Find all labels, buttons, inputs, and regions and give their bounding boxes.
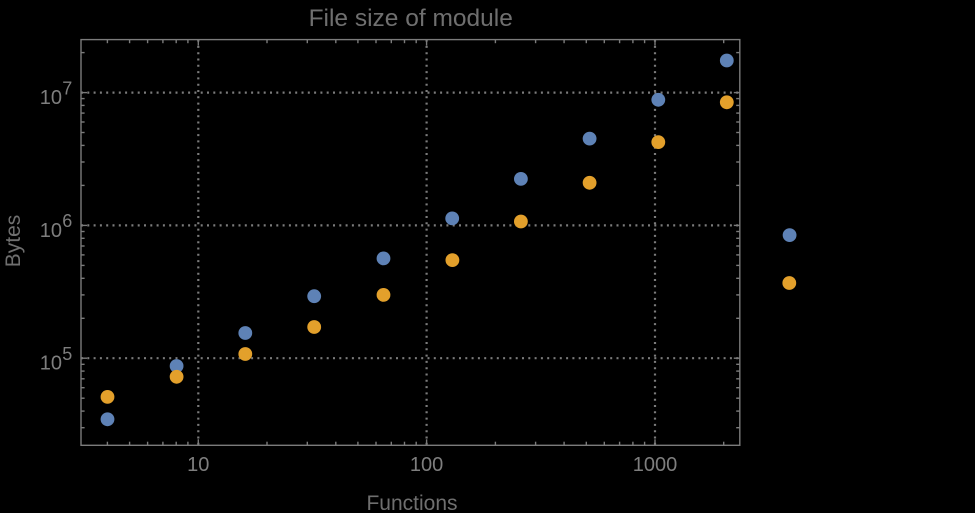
svg-text:7: 7 bbox=[62, 78, 72, 98]
svg-text:6: 6 bbox=[62, 211, 72, 231]
svg-text:10: 10 bbox=[40, 220, 62, 242]
svg-text:100: 100 bbox=[410, 454, 443, 476]
svg-text:Bytes: Bytes bbox=[2, 215, 25, 268]
svg-text:File size of module: File size of module bbox=[309, 5, 513, 32]
svg-text:10: 10 bbox=[187, 454, 209, 476]
svg-text:5: 5 bbox=[62, 344, 72, 364]
svg-text:1000: 1000 bbox=[633, 454, 678, 476]
svg-text:10: 10 bbox=[40, 353, 62, 375]
svg-text:Functions: Functions bbox=[366, 492, 457, 513]
svg-text:10: 10 bbox=[40, 87, 62, 109]
